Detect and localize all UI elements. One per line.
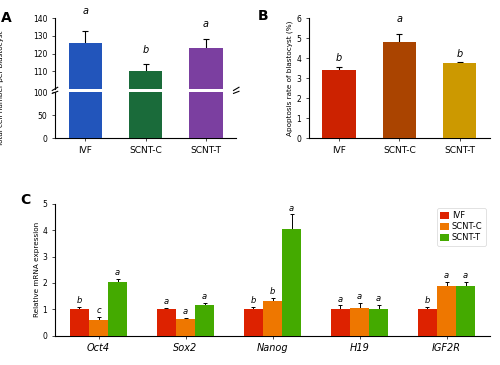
Text: a: a xyxy=(463,271,468,280)
Text: C: C xyxy=(20,193,30,207)
Bar xyxy=(190,48,222,265)
Bar xyxy=(89,320,108,336)
Text: a: a xyxy=(376,294,381,303)
Text: b: b xyxy=(250,296,256,306)
Bar xyxy=(282,229,301,336)
Text: a: a xyxy=(115,268,120,277)
Legend: IVF, SCNT-C, SCNT-T: IVF, SCNT-C, SCNT-T xyxy=(437,208,486,246)
Bar xyxy=(369,308,388,336)
Text: c: c xyxy=(96,307,101,315)
Bar xyxy=(68,43,102,265)
Bar xyxy=(129,88,162,138)
Bar xyxy=(244,310,263,336)
Text: b: b xyxy=(142,45,149,55)
Text: a: a xyxy=(203,19,209,29)
Bar xyxy=(383,42,416,138)
Text: a: a xyxy=(183,307,188,316)
Text: a: a xyxy=(396,14,402,24)
Text: a: a xyxy=(444,271,449,280)
Text: b: b xyxy=(336,53,342,63)
Bar xyxy=(70,310,89,336)
Text: b: b xyxy=(76,296,82,306)
Text: a: a xyxy=(82,7,88,16)
Text: A: A xyxy=(0,11,12,25)
Bar xyxy=(129,71,162,265)
Y-axis label: Total cell number per blastocyst: Total cell number per blastocyst xyxy=(0,30,4,146)
Text: b: b xyxy=(424,296,430,306)
Text: B: B xyxy=(258,9,268,23)
Bar xyxy=(418,310,437,336)
Bar xyxy=(108,282,127,336)
Bar xyxy=(456,286,475,336)
Text: b: b xyxy=(270,287,275,296)
Text: a: a xyxy=(289,204,294,212)
Text: a: a xyxy=(338,295,343,304)
Bar xyxy=(263,301,282,336)
Bar xyxy=(157,310,176,336)
Text: a: a xyxy=(164,297,169,306)
Text: b: b xyxy=(456,49,463,59)
Bar xyxy=(443,63,476,138)
Bar xyxy=(190,82,222,138)
Text: a: a xyxy=(357,292,362,301)
Bar xyxy=(176,319,195,336)
Bar xyxy=(322,70,356,138)
Y-axis label: Apoptosis rate of blastocyst (%): Apoptosis rate of blastocyst (%) xyxy=(287,20,294,136)
Bar xyxy=(195,305,214,336)
Text: a: a xyxy=(202,292,207,301)
Y-axis label: Relative mRNA expression: Relative mRNA expression xyxy=(34,222,40,317)
Bar xyxy=(437,286,456,336)
Bar xyxy=(68,80,102,138)
Bar xyxy=(331,310,350,336)
Bar xyxy=(350,308,369,336)
